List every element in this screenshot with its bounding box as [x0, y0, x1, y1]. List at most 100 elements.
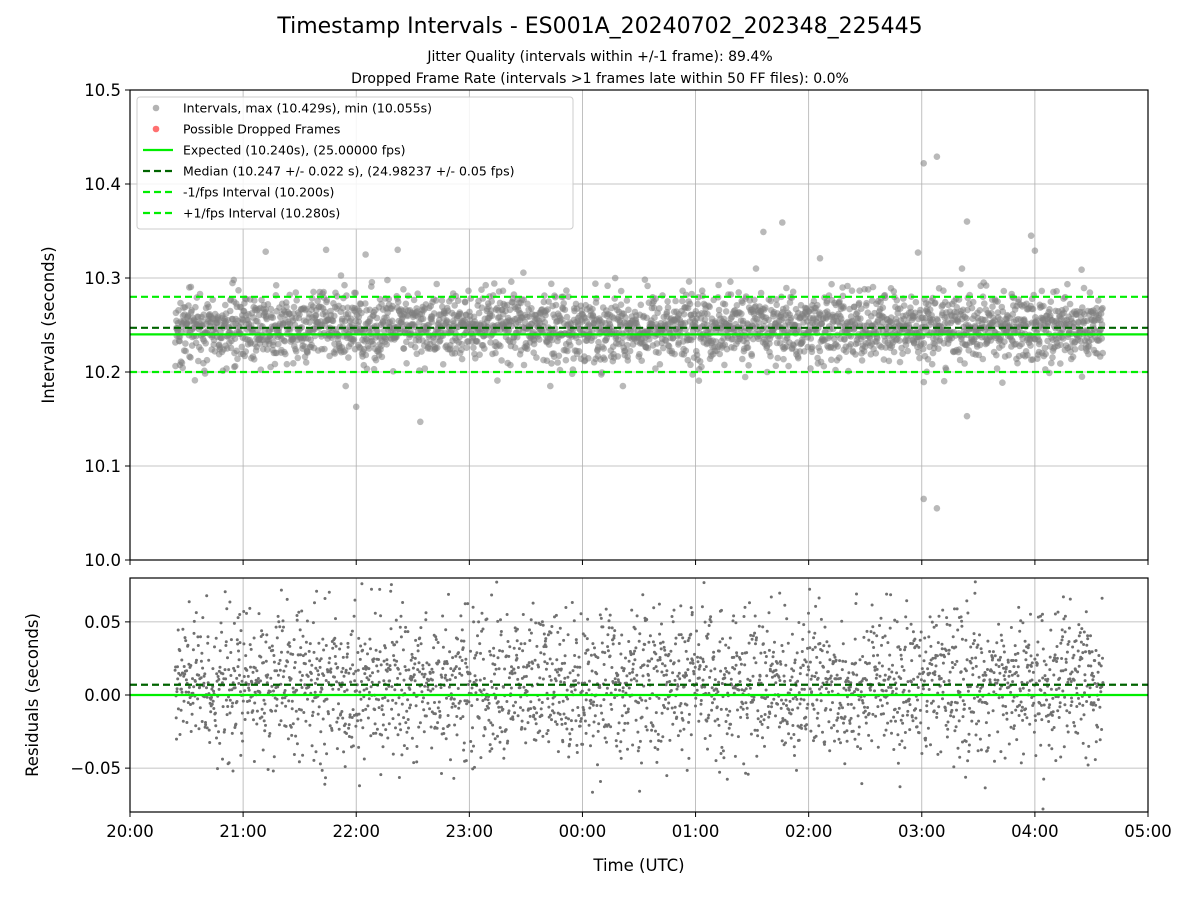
residual-point — [483, 697, 487, 701]
residual-point — [379, 614, 383, 618]
interval-point — [372, 356, 380, 364]
residual-point — [409, 703, 412, 707]
residual-point — [825, 650, 829, 654]
residual-point — [583, 634, 587, 638]
interval-point — [185, 302, 192, 309]
residual-point — [717, 649, 721, 653]
residual-point — [211, 699, 215, 703]
residual-point — [488, 749, 492, 753]
interval-point — [679, 297, 686, 305]
residual-point — [549, 631, 553, 635]
residual-point — [474, 691, 478, 695]
residual-point — [473, 656, 477, 660]
residual-point — [438, 709, 442, 713]
interval-point — [417, 418, 424, 426]
residual-point — [619, 652, 623, 656]
residual-point — [229, 638, 233, 642]
interval-point — [766, 340, 773, 347]
residual-point — [377, 658, 380, 661]
residual-point — [420, 672, 424, 676]
residual-point — [406, 698, 410, 702]
residual-point — [706, 632, 710, 636]
residual-point — [291, 722, 295, 726]
interval-point — [847, 341, 855, 348]
residual-point — [565, 688, 569, 692]
residual-point — [675, 687, 679, 691]
residual-point — [691, 661, 695, 665]
residual-point — [324, 644, 328, 647]
residual-point — [788, 679, 792, 682]
residual-point — [671, 620, 675, 624]
residual-point — [802, 623, 806, 627]
residual-point — [470, 686, 474, 690]
residual-point — [405, 747, 409, 750]
interval-point — [378, 342, 385, 350]
interval-point — [272, 282, 280, 289]
residual-point — [780, 644, 784, 647]
residual-point — [390, 640, 394, 644]
residual-point — [628, 671, 632, 675]
residual-point — [434, 635, 438, 639]
residual-point — [554, 613, 558, 617]
residual-point — [470, 704, 474, 708]
residual-point — [611, 642, 615, 646]
residual-point — [706, 716, 710, 720]
residual-point — [681, 718, 685, 722]
residual-point — [537, 698, 541, 702]
interval-point — [478, 304, 486, 312]
interval-point — [652, 295, 659, 303]
residual-point — [648, 634, 652, 638]
residual-point — [815, 716, 819, 720]
residual-point — [396, 733, 400, 737]
residual-point — [790, 675, 794, 679]
interval-point — [880, 356, 888, 363]
residual-point — [624, 691, 628, 695]
residual-point — [814, 734, 818, 738]
interval-point — [513, 333, 521, 341]
interval-point — [783, 284, 790, 292]
interval-point — [421, 365, 429, 372]
residual-point — [676, 674, 680, 678]
residual-point — [234, 722, 238, 726]
residual-point — [531, 661, 535, 665]
interval-point — [333, 293, 341, 300]
residual-point — [464, 759, 468, 763]
residual-point — [397, 713, 401, 717]
residual-point — [665, 680, 669, 684]
residual-point — [233, 669, 237, 673]
interval-point — [355, 318, 363, 325]
residual-point — [456, 687, 460, 690]
residual-point — [219, 621, 223, 625]
residual-point — [535, 711, 539, 715]
interval-point — [491, 280, 498, 287]
residual-point — [239, 690, 242, 694]
residual-point — [792, 733, 796, 736]
residual-point — [412, 761, 416, 765]
interval-point — [1085, 342, 1093, 350]
residual-point — [631, 743, 635, 747]
residual-point — [499, 633, 503, 637]
interval-point — [929, 349, 937, 357]
residual-point — [274, 625, 278, 629]
residual-point — [501, 649, 504, 653]
interval-point — [290, 303, 298, 311]
residual-point — [436, 641, 440, 644]
residual-point — [632, 652, 636, 656]
residual-point — [742, 615, 746, 618]
residual-point — [303, 683, 307, 687]
residual-point — [347, 671, 351, 675]
residual-point — [458, 667, 461, 671]
residual-point — [777, 725, 781, 729]
residual-point — [281, 619, 285, 623]
residual-point — [668, 738, 672, 742]
residual-point — [214, 636, 218, 640]
residual-point — [544, 645, 548, 649]
residual-point — [448, 650, 452, 654]
residual-point — [327, 681, 331, 684]
residual-point — [521, 613, 525, 616]
residual-point — [334, 662, 338, 666]
residual-point — [500, 730, 504, 734]
interval-point — [956, 356, 964, 364]
residual-point — [264, 659, 268, 663]
residual-point — [567, 717, 570, 721]
